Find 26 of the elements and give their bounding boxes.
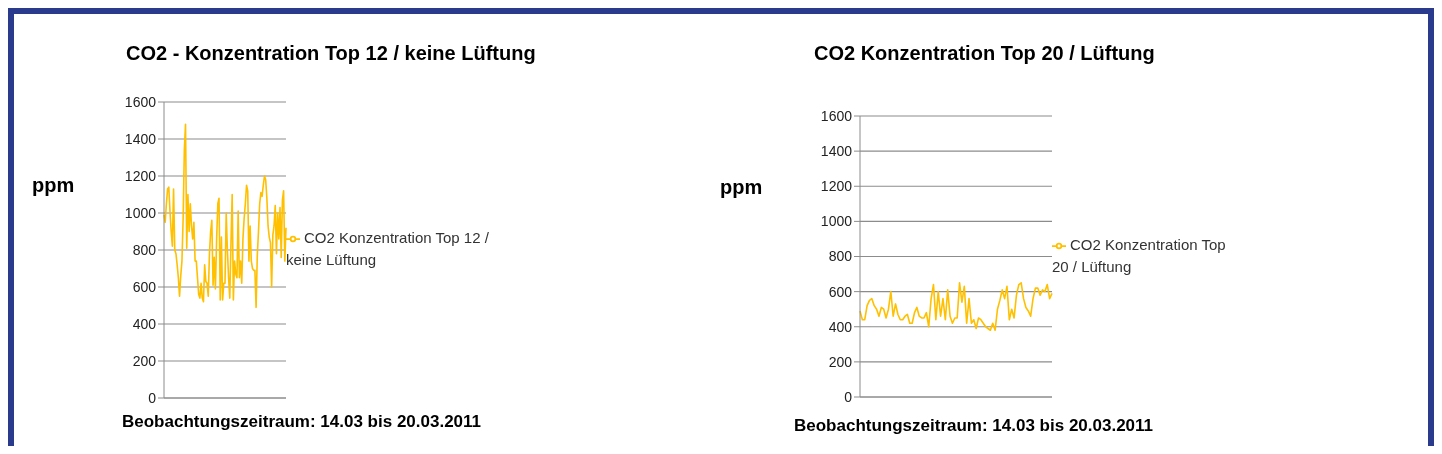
y-tick-label: 800: [828, 248, 853, 265]
y-tick-label: 1000: [820, 213, 853, 230]
x-axis-title: Beobachtungszeitraum: 14.03 bis 20.03.2011: [122, 412, 482, 432]
y-tick-label: 1200: [820, 178, 853, 195]
legend-label: CO2 Konzentration Top 20 / Lüftung: [1052, 235, 1226, 275]
y-tick-label: 400: [132, 315, 157, 332]
chart-title: CO2 Konzentration Top 20 / Lüftung: [814, 42, 1155, 65]
y-tick-label: 1600: [820, 107, 853, 124]
y-tick-label: 600: [828, 283, 853, 300]
y-tick-label: 400: [828, 318, 853, 335]
y-tick-label: 600: [132, 278, 157, 295]
y-tick-label: 0: [844, 388, 853, 405]
y-tick-label: 200: [828, 353, 853, 370]
y-tick-label: 200: [132, 352, 157, 369]
y-tick-label: 1600: [124, 93, 157, 110]
y-axis-title: ppm: [720, 176, 763, 199]
x-axis-title: Beobachtungszeitraum: 14.03 bis 20.03.2011: [794, 416, 1154, 436]
y-tick-label: 1200: [124, 167, 157, 184]
legend-label: CO2 Konzentration Top 12 / keine Lüftung: [286, 229, 489, 268]
y-tick-label: 800: [132, 241, 157, 258]
y-tick-label: 1400: [820, 143, 853, 160]
y-tick-label: 1400: [124, 130, 157, 147]
text: CO2 - Konzentration Top 12 / keine Lüftung: [126, 42, 536, 65]
y-axis-title: ppm: [32, 174, 75, 197]
y-tick-label: 1000: [124, 204, 157, 221]
y-tick-label: 0: [148, 389, 157, 406]
